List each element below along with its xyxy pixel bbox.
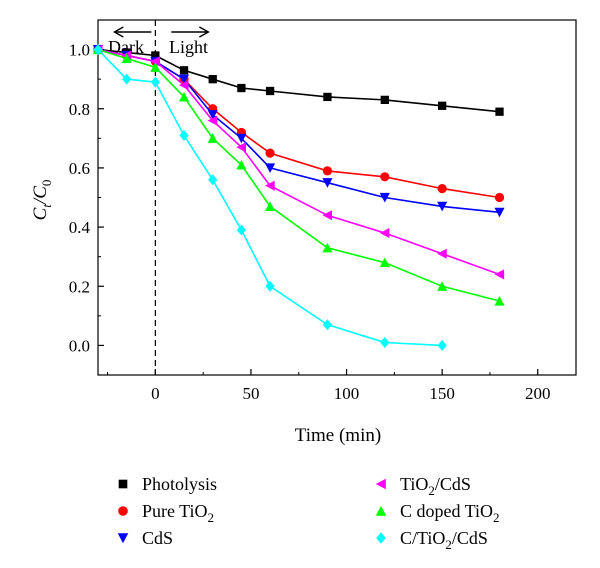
data-point (437, 339, 447, 351)
series-group (92, 44, 505, 351)
data-point (207, 110, 218, 120)
legend-label: TiO2/CdS (400, 474, 471, 498)
series-3 (92, 44, 505, 280)
legend-item: C/TiO2/CdS (376, 528, 488, 552)
data-point (236, 224, 246, 236)
data-point (179, 66, 189, 75)
data-point (236, 133, 247, 144)
x-tick-label: 100 (334, 384, 360, 403)
y-axis-title: Ct/C0 (30, 180, 54, 221)
legend-marker (118, 506, 128, 516)
data-point (437, 281, 448, 291)
data-point (122, 73, 132, 85)
data-point (150, 56, 160, 67)
data-point (322, 319, 333, 331)
x-tick-label: 50 (242, 384, 259, 403)
data-point (380, 336, 390, 348)
legend-marker (117, 533, 129, 544)
data-point (265, 163, 276, 173)
data-point (494, 295, 505, 306)
data-point (265, 180, 275, 191)
data-point (208, 174, 218, 186)
data-point (379, 227, 390, 239)
data-point (265, 148, 275, 158)
y-tick-label: 0.0 (69, 336, 90, 355)
data-point (93, 44, 103, 56)
legend-item: C doped TiO2 (375, 501, 500, 525)
axis-tick-labels: 0 50 100 150 200 0.0 0.2 0.4 0.6 0.8 1.0 (69, 41, 551, 403)
data-point (438, 101, 447, 110)
data-point (236, 159, 247, 170)
data-point (380, 172, 390, 182)
data-point (179, 129, 189, 141)
legend-item: Photolysis (118, 474, 217, 494)
legend-item: CdS (117, 528, 173, 548)
legend-label: C/TiO2/CdS (400, 528, 488, 552)
data-point (237, 83, 246, 93)
light-label: Light (169, 37, 208, 57)
data-point (178, 80, 189, 91)
y-tick-label: 0.4 (69, 218, 91, 237)
legend-item: Pure TiO2 (118, 501, 214, 525)
series-5 (93, 44, 447, 351)
data-point (207, 115, 218, 126)
legend-marker (375, 505, 387, 516)
series-line (97, 49, 443, 347)
data-point (380, 95, 389, 105)
y-tick-label: 1.0 (69, 41, 90, 60)
data-point (236, 142, 246, 153)
data-point (322, 166, 333, 176)
legend-marker (376, 532, 386, 544)
data-point (178, 74, 190, 85)
legend-label: CdS (142, 528, 173, 548)
data-point (265, 280, 275, 292)
legend-marker (118, 479, 128, 489)
x-axis-title: Time (min) (295, 425, 381, 446)
x-tick-label: 0 (151, 384, 160, 403)
x-tick-label: 200 (525, 384, 551, 403)
left-arrowhead (112, 26, 124, 38)
data-point (322, 210, 333, 221)
data-point (265, 86, 275, 96)
right-arrowhead (199, 26, 210, 38)
dark-light-arrows (112, 26, 210, 38)
y-tick-label: 0.6 (69, 159, 90, 178)
data-point (494, 269, 505, 280)
series-0 (93, 45, 504, 116)
data-point (494, 207, 505, 218)
data-point (322, 178, 333, 188)
data-point (265, 201, 276, 211)
data-point (322, 242, 333, 253)
data-point (495, 107, 504, 116)
data-point (323, 92, 332, 102)
y-tick-label: 0.8 (69, 100, 90, 119)
data-point (178, 91, 190, 102)
data-point (150, 76, 160, 88)
legend-label: Pure TiO2 (142, 501, 214, 525)
data-point (121, 53, 132, 64)
data-point (150, 62, 161, 72)
data-point (437, 248, 447, 259)
legend-label: Photolysis (142, 474, 217, 494)
data-point (207, 133, 218, 143)
data-point (437, 201, 448, 212)
data-point (151, 51, 160, 60)
legend-marker (375, 478, 386, 490)
data-point (379, 192, 390, 203)
legend-item: TiO2/CdS (375, 474, 471, 498)
data-point (494, 192, 505, 203)
data-point (437, 184, 447, 194)
data-point (208, 75, 217, 84)
series-4 (92, 44, 505, 306)
legend-label: C doped TiO2 (400, 501, 500, 525)
data-point (379, 257, 390, 268)
axis-ticks (98, 19, 539, 376)
x-tick-label: 150 (429, 384, 455, 403)
y-tick-label: 0.2 (69, 277, 90, 296)
legend: Photolysis Pure TiO2 CdS TiO2/CdS C doped Ti… (117, 474, 500, 552)
